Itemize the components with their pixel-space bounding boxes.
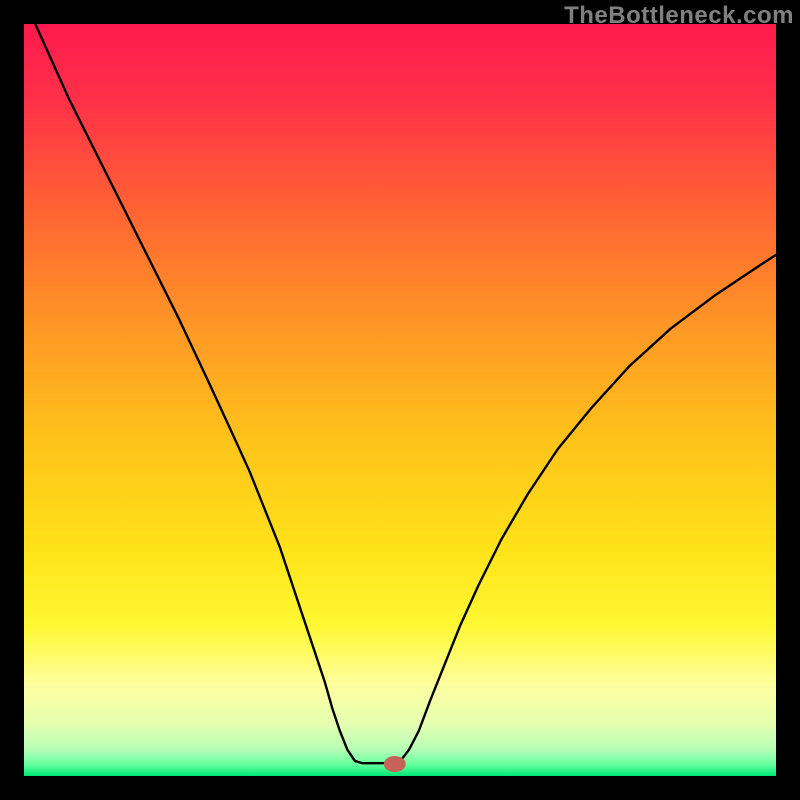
bottleneck-chart (0, 0, 800, 800)
watermark-text: TheBottleneck.com (564, 2, 794, 30)
optimal-point-marker (384, 756, 406, 772)
chart-frame: TheBottleneck.com (0, 0, 800, 800)
chart-background (24, 24, 776, 776)
